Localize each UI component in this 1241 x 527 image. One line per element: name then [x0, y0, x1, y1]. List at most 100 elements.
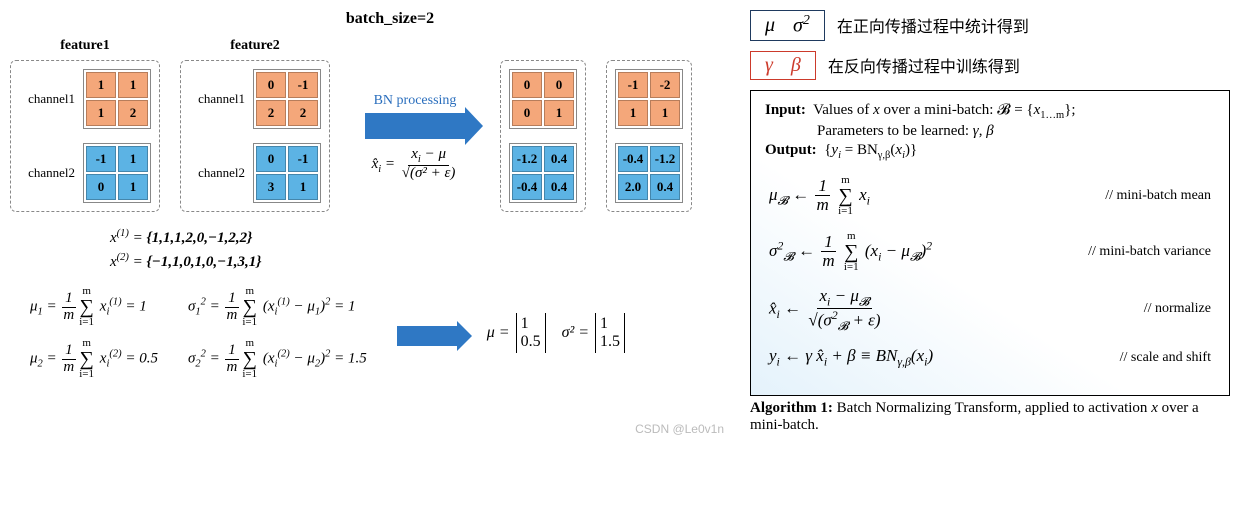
cell: 1	[86, 100, 116, 126]
cell: 1	[118, 174, 148, 200]
bn-processing-block: BN processing x̂i = xi − μ√(σ² + ε)	[350, 93, 480, 182]
algorithm-box: Input: Values of x over a mini-batch: 𝓑 …	[750, 90, 1230, 397]
feature2-ch2-grid: 0 -1 3 1	[253, 143, 321, 203]
legend-top-text: 在正向传播过程中统计得到	[837, 13, 1029, 37]
feature1-block: feature1 channel1 1 1 1 2 channel2	[10, 38, 160, 212]
feature2-ch1-grid: 0 -1 2 2	[253, 69, 321, 129]
cell: 1	[118, 72, 148, 98]
cell: 1	[288, 174, 318, 200]
cell: 0.4	[544, 146, 574, 172]
cell: -0.4	[512, 174, 542, 200]
cell: 2	[256, 100, 286, 126]
cell: -1.2	[512, 146, 542, 172]
legend-bot-symbox: γ β	[750, 51, 816, 80]
cell: 0.4	[544, 174, 574, 200]
left-column: batch_size=2 feature1 channel1 1 1 1 2	[10, 10, 730, 434]
output1-channels: 0 0 0 1 -1.2 0.4 -0.4 0.4	[500, 60, 586, 212]
algo-caption: Algorithm 1: Batch Normalizing Transform…	[750, 400, 1230, 434]
feature2-channel1-row: channel1 0 -1 2 2	[189, 69, 321, 129]
algo-c4: // scale and shift	[1120, 350, 1211, 366]
algo-eq3-row: x̂i ← xi − μ𝓑√(σ2𝓑 + ε) // normalize	[769, 287, 1211, 332]
feature1-ch2-grid: -1 1 0 1	[83, 143, 151, 203]
cell: 0	[256, 146, 286, 172]
algo-eq2: σ2𝓑 ← 1m m∑i=1 (xi − μ𝓑)2	[769, 231, 932, 273]
algo-input-line1: Input: Values of x over a mini-batch: 𝓑 …	[765, 101, 1215, 121]
sigma2-symbol: σ2	[793, 13, 810, 38]
feature1-channel2-row: channel2 -1 1 0 1	[19, 143, 151, 203]
algo-eq2-row: σ2𝓑 ← 1m m∑i=1 (xi − μ𝓑)2 // mini-batch …	[769, 231, 1211, 273]
cell: -1	[288, 146, 318, 172]
calc-row: μ1 = 1mm∑i=1 xi(1) = 1 μ2 = 1mm∑i=1 xi(2…	[30, 286, 730, 380]
mu-symbol: μ	[765, 14, 775, 37]
legend-bot-text: 在反向传播过程中训练得到	[828, 53, 1020, 77]
feature1-channels: channel1 1 1 1 2 channel2 -1 1	[10, 60, 160, 212]
feature2-label: feature2	[230, 38, 280, 54]
channel1-label: channel1	[189, 91, 245, 107]
feature2-channel2-row: channel2 0 -1 3 1	[189, 143, 321, 203]
output1-ch1-grid: 0 0 0 1	[509, 69, 577, 129]
arrow-right-icon	[397, 326, 457, 346]
title: batch_size=2	[50, 10, 730, 28]
feature1-channel1-row: channel1 1 1 1 2	[19, 69, 151, 129]
cell: 0	[256, 72, 286, 98]
x1-set: x(1) = {1,1,1,2,0,−1,2,2}	[110, 226, 730, 250]
bn-label: BN processing	[374, 93, 457, 109]
cell: 1	[86, 72, 116, 98]
watermark: CSDN @Le0v1n	[635, 422, 724, 436]
legend-top-symbox: μ σ2	[750, 10, 825, 41]
algo-eq4-row: yi ← γ x̂i + β ≡ BNγ,β(xi) // scale and …	[769, 346, 1211, 369]
channel2-label: channel2	[19, 165, 75, 181]
feature2-block: feature2 channel1 0 -1 2 2 channel2	[180, 38, 330, 212]
output2-ch1-grid: -1 -2 1 1	[615, 69, 683, 129]
cell: 1	[118, 146, 148, 172]
algo-c3: // normalize	[1144, 301, 1211, 317]
cell: 0	[86, 174, 116, 200]
feature2-channels: channel1 0 -1 2 2 channel2 0 -1	[180, 60, 330, 212]
output2-block: -1 -2 1 1 -0.4 -1.2 2.0 0.4	[606, 60, 692, 212]
channel2-label: channel2	[189, 165, 245, 181]
sigma2-eq: σ22 = 1mm∑i=1 (xi(2) − μ2)2 = 1.5	[188, 338, 367, 380]
cell: 0	[512, 100, 542, 126]
cell: 2	[288, 100, 318, 126]
sigma-col: σ12 = 1mm∑i=1 (xi(1) − μ1)2 = 1 σ22 = 1m…	[188, 286, 367, 380]
algo-output-line: Output: {yi = BNγ,β(xi)}	[765, 142, 1215, 161]
feature1-label: feature1	[60, 38, 110, 54]
channel1-label: channel1	[19, 91, 75, 107]
cell: 1	[618, 100, 648, 126]
right-column: μ σ2 在正向传播过程中统计得到 γ β 在反向传播过程中训练得到 Input…	[750, 10, 1230, 434]
mu-vec-1: 0.5	[521, 333, 541, 351]
output2-channels: -1 -2 1 1 -0.4 -1.2 2.0 0.4	[606, 60, 692, 212]
legend-gamma-beta: γ β 在反向传播过程中训练得到	[750, 51, 1230, 80]
cell: 1	[650, 100, 680, 126]
cell: -1	[86, 146, 116, 172]
cell: -0.4	[618, 146, 648, 172]
algo-c1: // mini-batch mean	[1105, 188, 1211, 204]
mu-col: μ1 = 1mm∑i=1 xi(1) = 1 μ2 = 1mm∑i=1 xi(2…	[30, 286, 158, 380]
feature-row: feature1 channel1 1 1 1 2 channel2	[10, 38, 730, 212]
gamma-symbol: γ	[765, 54, 773, 77]
arrow-right-icon	[365, 113, 465, 139]
cell: 2.0	[618, 174, 648, 200]
sigma-vec-0: 1	[600, 315, 620, 333]
mu2-eq: μ2 = 1mm∑i=1 xi(2) = 0.5	[30, 338, 158, 380]
page: batch_size=2 feature1 channel1 1 1 1 2	[10, 10, 1231, 434]
cell: 0	[544, 72, 574, 98]
beta-symbol: β	[791, 54, 801, 77]
cell: -2	[650, 72, 680, 98]
sigma-vec-1: 1.5	[600, 333, 620, 351]
cell: -1.2	[650, 146, 680, 172]
cell: 0.4	[650, 174, 680, 200]
legend-mu-sigma: μ σ2 在正向传播过程中统计得到	[750, 10, 1230, 41]
mu1-eq: μ1 = 1mm∑i=1 xi(1) = 1	[30, 286, 158, 328]
output2-ch2-grid: -0.4 -1.2 2.0 0.4	[615, 143, 683, 203]
output1-ch2-grid: -1.2 0.4 -0.4 0.4	[509, 143, 577, 203]
x-sets: x(1) = {1,1,1,2,0,−1,2,2} x(2) = {−1,1,0…	[110, 226, 730, 274]
mu-sigma-vectors: μ = 10.5 σ² = 11.5	[487, 313, 625, 354]
cell: -1	[618, 72, 648, 98]
algo-eq1-row: μ𝓑 ← 1m m∑i=1 xi // mini-batch mean	[769, 175, 1211, 217]
algo-eq4: yi ← γ x̂i + β ≡ BNγ,β(xi)	[769, 346, 933, 369]
bn-formula: x̂i = xi − μ√(σ² + ε)	[372, 147, 459, 182]
algo-eq1: μ𝓑 ← 1m m∑i=1 xi	[769, 175, 870, 217]
algo-eq3: x̂i ← xi − μ𝓑√(σ2𝓑 + ε)	[769, 287, 884, 332]
feature1-ch1-grid: 1 1 1 2	[83, 69, 151, 129]
